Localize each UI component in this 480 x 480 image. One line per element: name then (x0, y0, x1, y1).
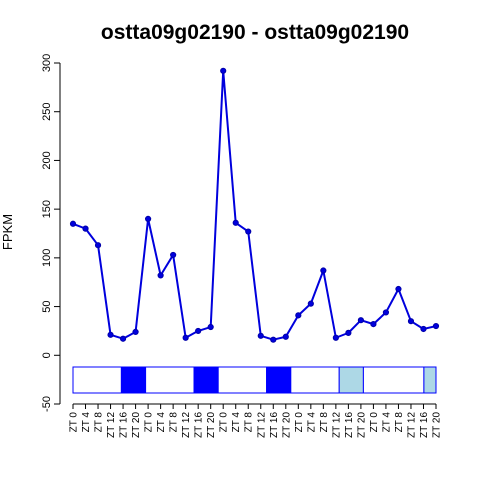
x-tick-label: ZT 0 (369, 412, 380, 433)
data-point (307, 300, 314, 307)
data-point (232, 219, 239, 226)
data-point (382, 309, 390, 316)
x-tick-label: ZT 8 (244, 412, 255, 433)
x-tick-label: ZT 20 (432, 412, 443, 438)
x-tick-label: ZT 16 (344, 412, 355, 438)
x-tick-label: ZT 12 (181, 412, 192, 438)
data-point (357, 317, 364, 324)
x-tick-label: ZT 0 (219, 412, 230, 433)
y-axis-label: FPKM (0, 214, 15, 250)
y-tick-label: 150 (41, 200, 53, 218)
x-tick-label: ZT 12 (106, 412, 117, 438)
light-bar-segment-light (145, 366, 195, 394)
data-point (407, 318, 415, 325)
light-bar-segment-subjective (338, 366, 364, 394)
x-tick-label: ZT 16 (269, 412, 280, 438)
y-tick-label: 50 (41, 300, 53, 312)
data-point (132, 328, 139, 336)
x-tick-label: ZT 0 (69, 412, 80, 433)
data-point (94, 242, 102, 249)
light-bar-segment-light (362, 366, 425, 394)
data-point (157, 272, 164, 279)
data-point (320, 267, 327, 274)
data-point (182, 334, 189, 341)
light-bar-segment-dark (266, 366, 292, 394)
data-point (207, 323, 214, 331)
data-point (332, 334, 339, 341)
y-tick-label: -50 (41, 396, 53, 412)
x-tick-label: ZT 16 (194, 412, 205, 438)
data-point (257, 332, 264, 339)
data-point (420, 325, 427, 333)
light-bar-segment-dark (193, 366, 219, 394)
x-tick-label: ZT 16 (119, 412, 130, 438)
x-tick-label: ZT 12 (331, 412, 342, 438)
y-tick-label: 250 (41, 103, 53, 121)
x-tick-label: ZT 4 (381, 412, 392, 433)
data-point (170, 251, 177, 259)
x-tick-label: ZT 8 (319, 412, 330, 433)
x-tick-label: ZT 0 (144, 412, 155, 433)
x-tick-label: ZT 8 (394, 412, 405, 433)
data-point (345, 329, 352, 336)
data-point (119, 335, 127, 342)
x-tick-label: ZT 12 (406, 412, 417, 438)
chart-title: ostta09g02190 - ostta09g02190 (101, 21, 409, 44)
light-bar-segment-light (72, 366, 122, 394)
data-point (270, 336, 277, 343)
y-tick-label: 300 (41, 54, 53, 72)
y-tick-label: 0 (41, 352, 53, 358)
x-tick-label: ZT 4 (81, 412, 92, 433)
light-bar-segment-light (290, 366, 340, 394)
data-point (195, 327, 202, 335)
x-tick-label: ZT 20 (131, 412, 142, 438)
data-point (107, 331, 114, 338)
series-line (72, 69, 437, 341)
data-point (220, 67, 227, 74)
data-point (295, 312, 302, 319)
x-tick-label: ZT 16 (419, 412, 430, 438)
data-point (69, 220, 77, 227)
x-tick-label: ZT 12 (256, 412, 267, 438)
x-tick-label: ZT 4 (231, 412, 242, 433)
x-tick-label: ZT 0 (294, 412, 305, 433)
y-axis: -50 0 50 100 150 200 250 300 (41, 54, 61, 412)
data-point (370, 321, 377, 328)
light-dark-bar (72, 366, 437, 394)
data-point (245, 228, 252, 235)
x-tick-label: ZT 4 (306, 412, 317, 433)
data-point (145, 215, 152, 222)
light-bar-segment-subjective (423, 366, 437, 394)
x-tick-label: ZT 20 (281, 412, 292, 438)
light-bar-segment-light (217, 366, 268, 394)
x-tick-label: ZT 20 (356, 412, 367, 438)
x-tick-label: ZT 20 (206, 412, 217, 438)
series-group (69, 67, 440, 343)
y-tick-label: 200 (41, 151, 53, 169)
y-tick-label: 100 (41, 249, 53, 267)
x-tick-label: ZT 8 (169, 412, 180, 433)
x-tick-label: ZT 4 (156, 412, 167, 433)
light-bar-segment-dark (120, 366, 147, 394)
data-point (432, 322, 440, 330)
x-tick-label: ZT 8 (94, 412, 105, 433)
data-point (282, 333, 289, 340)
data-point (395, 285, 402, 293)
data-point (82, 225, 89, 232)
